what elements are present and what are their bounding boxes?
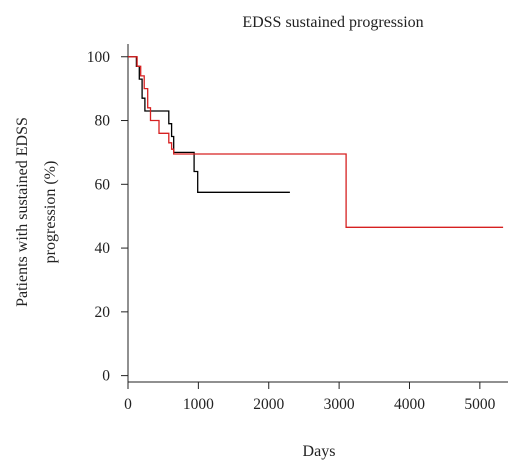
y-ticks: 0 20 40 60 80 100 <box>87 49 128 385</box>
x-axis-label: Days <box>303 443 336 460</box>
y-axis-label: Patients with sustained EDSS progression… <box>14 117 59 307</box>
y-tick-label: 100 <box>87 49 111 66</box>
x-tick-label: 2000 <box>253 396 284 413</box>
y-tick-label: 0 <box>102 368 110 385</box>
x-ticks: 0 1000 2000 3000 4000 5000 <box>124 382 496 413</box>
series-line-2 <box>128 56 504 228</box>
y-axis-label-line-2: progression (%) <box>42 161 59 264</box>
series-line-1 <box>128 56 290 193</box>
x-tick-label: 5000 <box>464 396 495 413</box>
y-axis-label-line-1: Patients with sustained EDSS <box>14 117 31 307</box>
x-tick-label: 3000 <box>324 396 355 413</box>
x-tick-label: 0 <box>124 396 132 413</box>
x-tick-label: 4000 <box>394 396 425 413</box>
y-tick-label: 80 <box>95 113 111 130</box>
chart-title: EDSS sustained progression <box>242 14 423 31</box>
y-tick-label: 40 <box>95 240 111 257</box>
y-tick-label: 60 <box>95 176 111 193</box>
series-group <box>128 56 504 228</box>
y-tick-label: 20 <box>95 304 111 321</box>
x-tick-label: 1000 <box>183 396 214 413</box>
